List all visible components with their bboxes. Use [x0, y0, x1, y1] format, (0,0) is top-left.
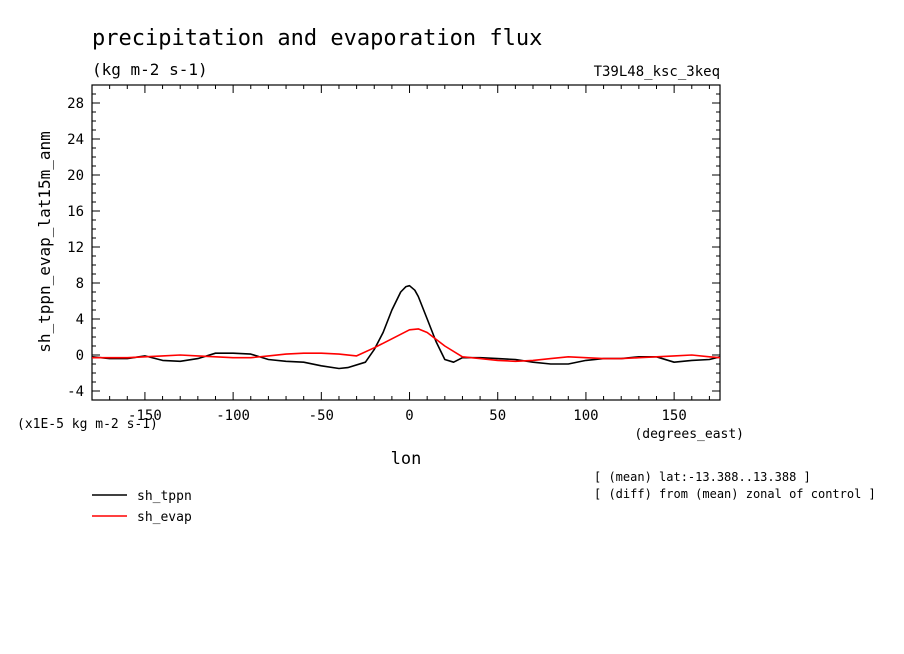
plot-frame: [91, 84, 721, 401]
y-tick-label: -4: [67, 384, 84, 400]
x-axis-units: (degrees_east): [634, 427, 744, 442]
x-tick-label: 50: [489, 408, 506, 424]
y-tick-label: 24: [67, 132, 84, 148]
x-tick-label: 0: [405, 408, 413, 424]
y-tick-label: 0: [76, 348, 84, 364]
legend-label-evap: sh_evap: [137, 510, 192, 525]
x-tick-label: -100: [216, 408, 250, 424]
chart-title: precipitation and evaporation flux: [92, 26, 542, 51]
y-tick-label: 16: [67, 204, 84, 220]
series-line-sh_tppn: [91, 284, 721, 370]
y-tick-label: 8: [76, 276, 84, 292]
note-lat-range: [ (mean) lat:-13.388..13.388 ]: [594, 470, 811, 484]
x-tick-label: -150: [128, 408, 162, 424]
x-tick-label: 100: [573, 408, 598, 424]
y-tick-label: 28: [67, 96, 84, 112]
series-line-sh_evap: [92, 328, 721, 363]
run-label: T39L48_ksc_3keq: [594, 64, 720, 80]
x-axis-label: lon: [391, 449, 422, 469]
chart-subtitle: (kg m-2 s-1): [92, 60, 208, 79]
y-tick-label: 12: [67, 240, 84, 256]
y-axis-units: (x1E-5 kg m-2 s-1): [17, 417, 158, 432]
y-tick-label: 4: [76, 312, 84, 328]
x-tick-label: -50: [309, 408, 334, 424]
x-tick-label: 150: [661, 408, 686, 424]
series-lines: [91, 284, 721, 370]
y-tick-label: 20: [67, 168, 84, 184]
note-diff: [ (diff) from (mean) zonal of control ]: [594, 487, 876, 501]
axis-ticks: -150 -100 -50 0 50 100 150 -4 0 4 8 12 16 20 24 28: [67, 84, 720, 424]
legend-label-tppn: sh_tppn: [137, 489, 192, 504]
y-axis-label: sh_tppn_evap_lat15m_anm: [35, 131, 54, 353]
